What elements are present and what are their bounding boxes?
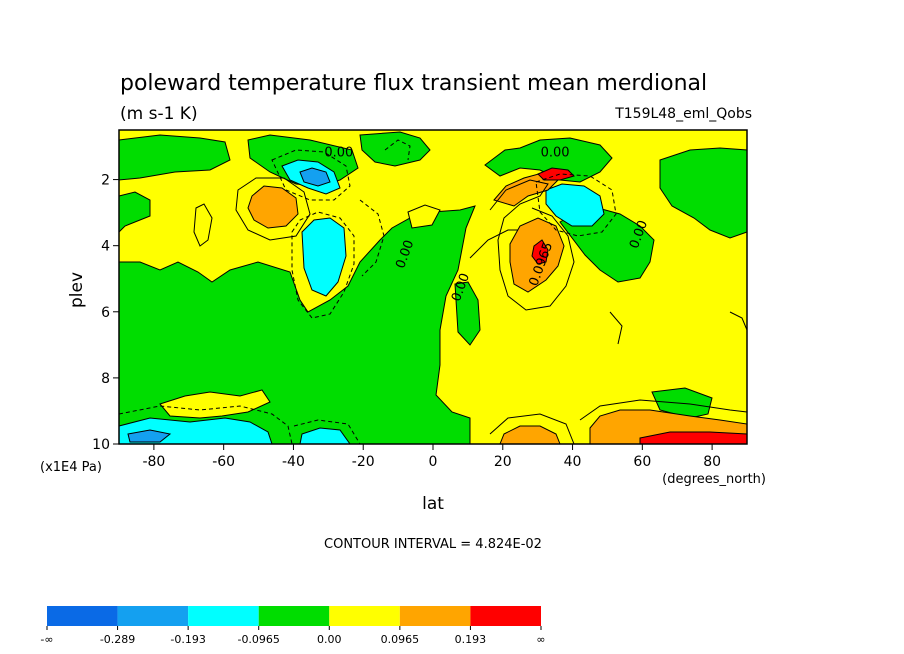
y-tick-label: 2 bbox=[101, 173, 110, 189]
colorbar-level-label: ∞ bbox=[536, 633, 545, 646]
colorbar-swatch bbox=[47, 606, 118, 626]
x-tick-label: 40 bbox=[564, 454, 582, 470]
positive-contours bbox=[235, 177, 748, 445]
x-tick-label: -40 bbox=[282, 454, 305, 470]
x-tick-label: 20 bbox=[494, 454, 512, 470]
y-tick-label: 4 bbox=[101, 239, 110, 255]
y-axis-label: plev bbox=[67, 272, 87, 308]
x-tick-label: -80 bbox=[142, 454, 165, 470]
x-axis-units: (degrees_north) bbox=[662, 472, 766, 487]
colorbar-level-label: -0.193 bbox=[170, 633, 205, 646]
colorbar-swatch bbox=[399, 606, 471, 626]
x-tick-label: 60 bbox=[633, 454, 651, 470]
contour-interval-text: CONTOUR INTERVAL = 4.824E-02 bbox=[324, 537, 542, 552]
y-tick-label: 6 bbox=[101, 305, 110, 321]
colorbar-swatch bbox=[470, 606, 541, 626]
x-tick-label: -60 bbox=[212, 454, 235, 470]
units-label: (m s-1 K) bbox=[120, 104, 198, 124]
colorbar-swatch bbox=[329, 606, 400, 626]
dataset-label: T159L48_eml_Qobs bbox=[614, 106, 752, 122]
colorbar-level-label: 0.0965 bbox=[381, 633, 420, 646]
plot-area bbox=[118, 129, 748, 445]
colorbar-swatch bbox=[117, 606, 189, 626]
chart-title: poleward temperature flux transient mean… bbox=[120, 71, 707, 96]
x-axis-label: lat bbox=[422, 494, 444, 514]
region-cyan bbox=[118, 159, 605, 445]
y-axis-units: (x1E4 Pa) bbox=[40, 460, 102, 475]
contour-label: 0.00 bbox=[541, 145, 570, 160]
colorbar-swatch bbox=[258, 606, 330, 626]
colorbar-level-label: -0.289 bbox=[100, 633, 135, 646]
colorbar-swatch bbox=[188, 606, 259, 626]
y-tick-label: 10 bbox=[92, 437, 110, 453]
colorbar-level-label: -∞ bbox=[40, 633, 53, 646]
x-tick-label: 80 bbox=[703, 454, 721, 470]
y-tick-label: 8 bbox=[101, 371, 110, 387]
y-axis: 2 4 6 8 10 bbox=[92, 173, 119, 453]
colorbar: -∞ -0.289 -0.193 -0.0965 0.00 0.0965 0.193 ∞ bbox=[40, 606, 546, 646]
colorbar-level-label: -0.0965 bbox=[237, 633, 279, 646]
contour-label: 0.00 bbox=[324, 145, 353, 160]
region-blue bbox=[127, 167, 331, 443]
negative-contours bbox=[118, 139, 617, 445]
colorbar-level-label: 0.00 bbox=[317, 633, 342, 646]
x-tick-label: 0 bbox=[429, 454, 438, 470]
x-tick-label: -20 bbox=[352, 454, 375, 470]
x-axis: -80 -60 -40 -20 0 20 40 60 80 bbox=[142, 444, 721, 470]
region-yellow bbox=[159, 203, 441, 419]
colorbar-level-label: 0.193 bbox=[455, 633, 487, 646]
